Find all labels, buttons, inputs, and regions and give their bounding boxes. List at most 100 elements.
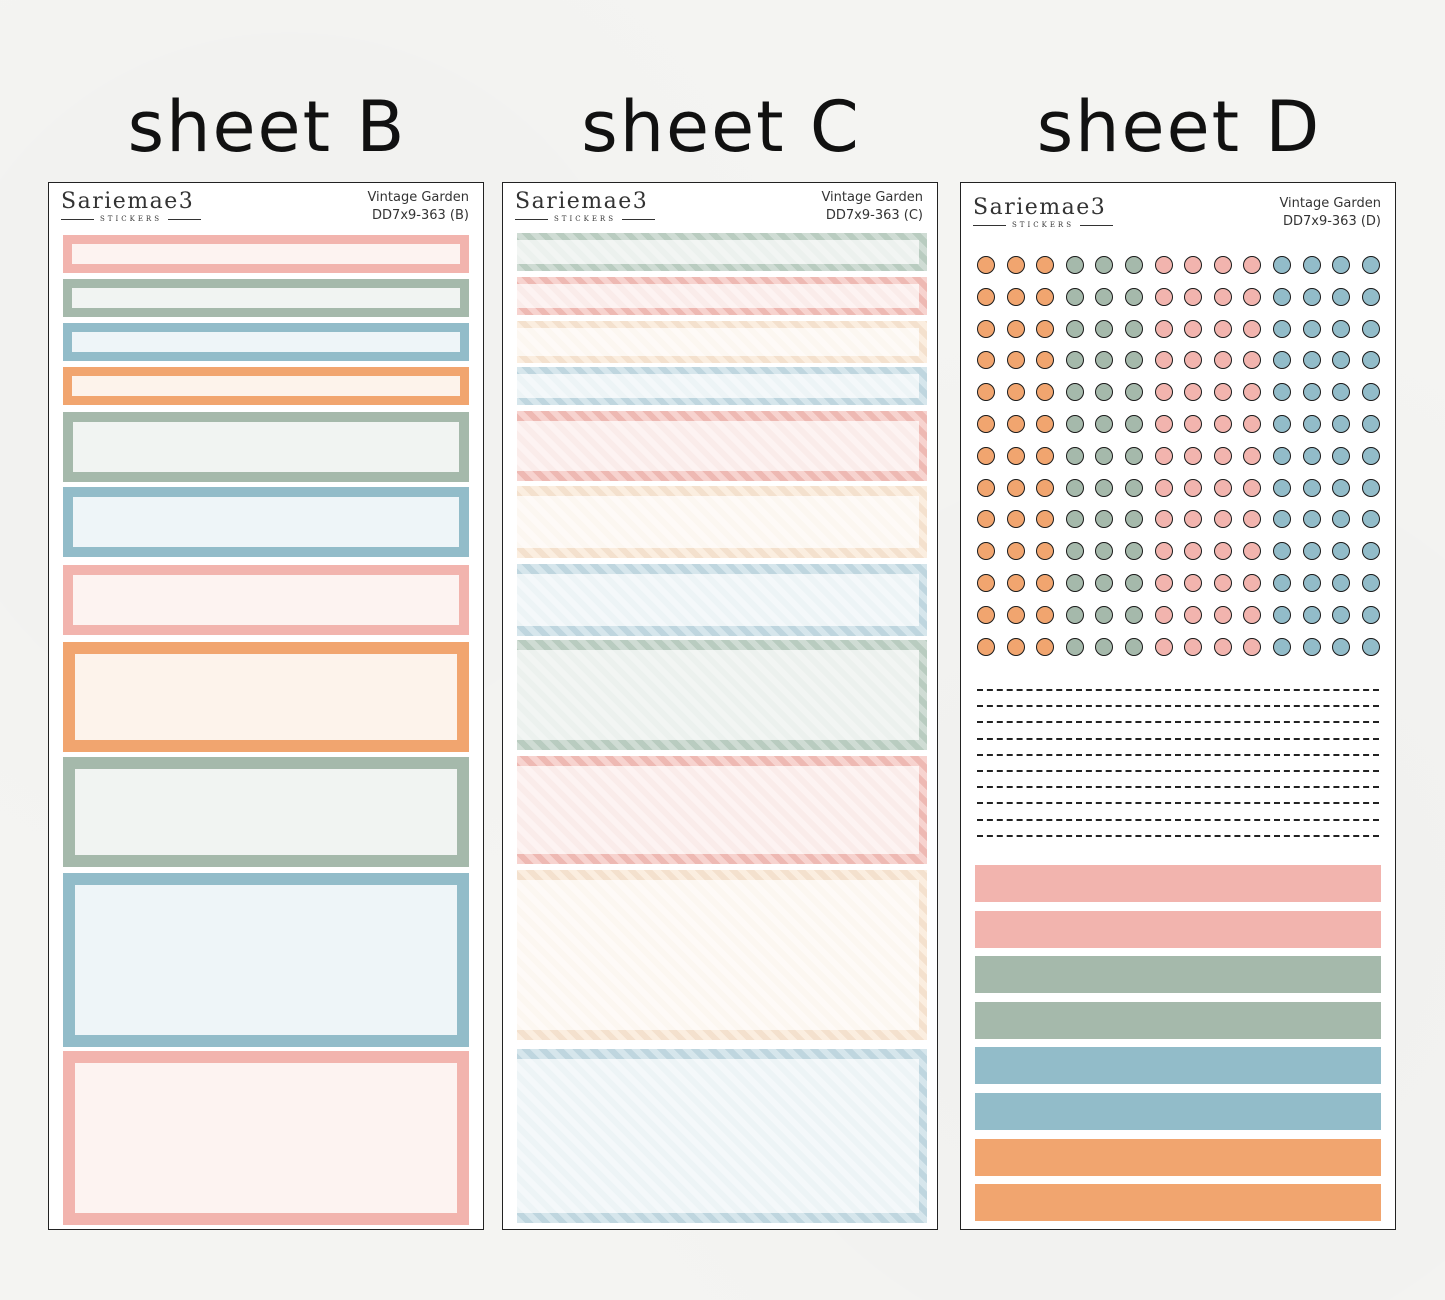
dot-sticker-pink [1243, 415, 1262, 433]
dot-sticker-orange [1036, 383, 1055, 402]
dot-sticker-pink [1243, 383, 1262, 402]
dot-sticker-sage [1065, 574, 1084, 592]
dot-sticker-orange [1036, 542, 1055, 561]
dot-sticker-pink [1184, 287, 1203, 306]
dot-sticker-sage [1125, 574, 1143, 592]
dot-sticker-orange [1036, 351, 1055, 370]
dot-sticker-sage [1095, 446, 1114, 465]
dot-sticker-pink [1154, 542, 1173, 561]
dot-sticker-sage [1065, 383, 1084, 402]
dot-sticker-blue [1332, 446, 1351, 465]
floral-label-box [517, 1049, 927, 1223]
dot-sticker-pink [1243, 478, 1262, 497]
dot-sticker-pink [1213, 319, 1232, 338]
dot-sticker-blue [1332, 510, 1351, 529]
brand-name: Sariemae3 [973, 195, 1107, 220]
dot-sticker-pink [1184, 415, 1203, 433]
label-box-blue [63, 873, 469, 1047]
dashed-line-sticker [977, 802, 1379, 805]
dot-sticker-blue [1302, 637, 1321, 656]
dot-sticker-orange [977, 287, 995, 306]
heading-sheet-d: sheet D [1036, 86, 1322, 168]
dot-sticker-pink [1184, 319, 1203, 338]
dot-sticker-sage [1065, 446, 1084, 465]
dot-sticker-sage [1065, 415, 1084, 433]
dot-sticker-pink [1243, 510, 1262, 529]
dot-sticker-pink [1243, 287, 1262, 306]
floral-label-box [517, 564, 927, 636]
dot-sticker-pink [1154, 415, 1173, 433]
dot-sticker-pink [1213, 287, 1232, 306]
dot-sticker-blue [1273, 415, 1291, 433]
dashed-line-sticker [977, 705, 1379, 708]
dot-sticker-pink [1154, 319, 1173, 338]
dot-sticker-orange [1036, 287, 1055, 306]
sheet-meta: Vintage Garden DD7x9-363 (B) [367, 189, 469, 225]
dot-sticker-orange [977, 446, 995, 465]
brand-name: Sariemae3 [515, 189, 649, 214]
dot-sticker-pink [1154, 574, 1173, 592]
sheet-c: Sariemae3 STICKERS Vintage Garden DD7x9-… [502, 182, 938, 1230]
sheet-code: DD7x9-363 (B) [372, 208, 469, 223]
dot-sticker-pink [1154, 637, 1173, 656]
dot-sticker-pink [1184, 605, 1203, 624]
dot-sticker-blue [1361, 287, 1380, 306]
dot-sticker-orange [1006, 256, 1025, 274]
dot-sticker-pink [1213, 510, 1232, 529]
dot-sticker-pink [1213, 351, 1232, 370]
dot-sticker-sage [1095, 287, 1114, 306]
dot-sticker-sage [1095, 351, 1114, 370]
color-strip-blue [975, 1047, 1381, 1085]
label-box-orange [63, 642, 469, 752]
dot-sticker-pink [1184, 383, 1203, 402]
floral-label-box [517, 411, 927, 481]
dot-sticker-blue [1273, 287, 1291, 306]
dot-sticker-blue [1361, 510, 1380, 529]
dot-sticker-blue [1332, 637, 1351, 656]
dot-sticker-sage [1065, 319, 1084, 338]
dot-sticker-orange [1036, 510, 1055, 529]
floral-box-writing-area [517, 880, 919, 1030]
dot-sticker-orange [977, 256, 995, 274]
dot-sticker-sage [1095, 478, 1114, 497]
dot-sticker-sage [1065, 542, 1084, 561]
dot-sticker-sage [1125, 415, 1143, 433]
dot-sticker-sage [1095, 605, 1114, 624]
floral-label-box [517, 321, 927, 363]
dot-sticker-sage [1095, 383, 1114, 402]
dot-sticker-blue [1273, 542, 1291, 561]
dot-sticker-blue [1302, 542, 1321, 561]
brand-sub: STICKERS [554, 215, 616, 223]
dot-sticker-blue [1273, 574, 1291, 592]
dot-sticker-blue [1273, 319, 1291, 338]
dot-sticker-blue [1361, 478, 1380, 497]
dot-sticker-orange [1006, 351, 1025, 370]
dot-sticker-sage [1125, 510, 1143, 529]
dot-sticker-blue [1302, 256, 1321, 274]
dot-sticker-sage [1125, 383, 1143, 402]
label-box-blue [63, 323, 469, 361]
dot-sticker-orange [1006, 637, 1025, 656]
floral-label-box [517, 233, 927, 271]
floral-box-writing-area [517, 1059, 919, 1213]
dot-sticker-blue [1273, 383, 1291, 402]
dot-sticker-orange [1006, 415, 1025, 433]
floral-label-box [517, 367, 927, 405]
color-strip-orange [975, 1138, 1381, 1176]
brand-sub: STICKERS [1012, 221, 1074, 229]
dashed-line-sticker [977, 689, 1379, 691]
dot-sticker-pink [1154, 287, 1173, 306]
dot-sticker-orange [977, 415, 995, 433]
dot-sticker-orange [1006, 383, 1025, 402]
dashed-line-sticker [977, 721, 1379, 724]
dot-sticker-pink [1154, 605, 1173, 624]
dot-sticker-blue [1332, 542, 1351, 561]
dot-sticker-orange [1006, 287, 1025, 306]
label-box-blue [63, 487, 469, 557]
dot-sticker-blue [1361, 542, 1380, 561]
dot-sticker-blue [1332, 287, 1351, 306]
dot-sticker-sage [1125, 478, 1143, 497]
dot-sticker-sage [1095, 415, 1114, 433]
dot-sticker-pink [1154, 256, 1173, 274]
sheet-meta: Vintage Garden DD7x9-363 (C) [821, 189, 923, 225]
